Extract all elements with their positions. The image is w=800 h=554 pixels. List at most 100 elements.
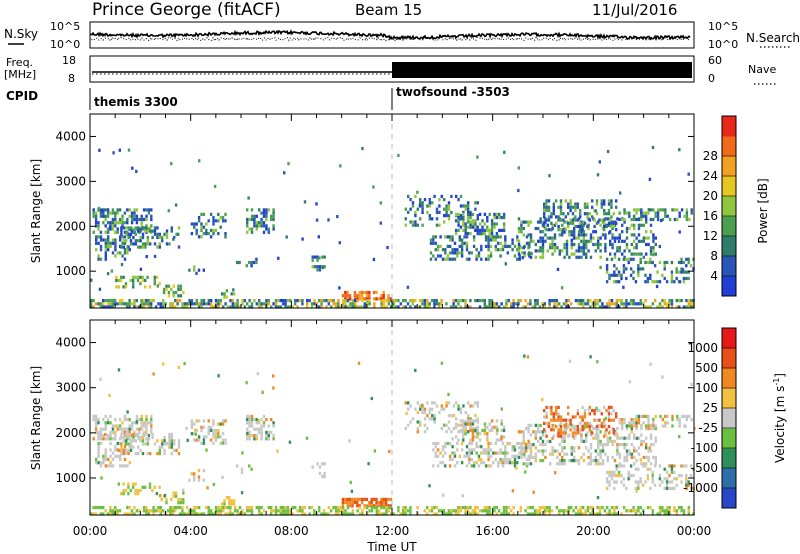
velocity-echo-cell bbox=[642, 414, 645, 418]
velocity-echo-cell bbox=[111, 437, 115, 441]
power-echo-cell bbox=[337, 302, 340, 306]
power-echo-cell bbox=[639, 302, 642, 306]
power-echo-cell bbox=[665, 280, 669, 284]
velocity-echo-cell bbox=[616, 433, 619, 437]
velocity-echo-cell bbox=[186, 506, 189, 510]
velocity-echo-cell bbox=[229, 512, 232, 516]
velocity-echo-cell bbox=[676, 414, 679, 418]
power-echo-cell bbox=[210, 299, 213, 303]
velocity-echo-cell bbox=[260, 512, 263, 516]
power-echo-cell bbox=[625, 305, 628, 309]
velocity-echo-cell bbox=[109, 434, 112, 438]
velocity-echo-cell bbox=[678, 506, 681, 510]
power-echo-cell bbox=[550, 299, 554, 303]
velocity-echo-cell bbox=[520, 455, 523, 459]
velocity-echo-cell bbox=[407, 423, 410, 427]
velocity-echo-cell bbox=[630, 509, 633, 513]
velocity-echo-cell bbox=[435, 506, 438, 510]
power-echo-cell bbox=[265, 214, 268, 218]
velocity-echo-cell bbox=[487, 451, 490, 455]
velocity-echo-cell bbox=[238, 506, 242, 510]
power-echo-cell bbox=[637, 208, 641, 212]
power-echo-cell bbox=[179, 284, 183, 288]
velocity-echo-cell bbox=[581, 425, 584, 429]
power-echo-cell bbox=[547, 208, 551, 213]
nave-tick-top: 60 bbox=[708, 54, 722, 67]
power-echo-cell bbox=[120, 263, 124, 267]
power-echo-cell bbox=[172, 284, 175, 288]
velocity-echo-cell bbox=[102, 457, 105, 462]
velocity-echo-cell bbox=[118, 437, 122, 441]
velocity-echo-cell bbox=[595, 425, 599, 429]
velocity-echo-cell bbox=[615, 431, 618, 435]
velocity-echo-cell bbox=[375, 512, 378, 516]
power-echo-cell bbox=[97, 227, 100, 231]
power-echo-cell bbox=[603, 212, 606, 216]
power-echo-cell bbox=[448, 257, 452, 261]
velocity-echo-cell bbox=[618, 452, 621, 456]
velocity-echo-cell bbox=[532, 443, 535, 447]
velocity-echo-cell bbox=[145, 414, 148, 418]
power-echo-cell bbox=[527, 223, 530, 227]
velocity-echo-cell bbox=[670, 464, 674, 468]
velocity-echo-cell bbox=[623, 455, 626, 459]
power-echo-cell bbox=[270, 305, 273, 309]
power-echo-cell bbox=[472, 244, 476, 248]
power-echo-cell bbox=[649, 230, 653, 234]
velocity-echo-cell bbox=[630, 430, 633, 434]
power-echo-cell bbox=[106, 299, 110, 303]
velocity-echo-cell bbox=[258, 427, 261, 431]
power-echo-cell bbox=[248, 260, 251, 265]
power-echo-cell bbox=[150, 217, 153, 222]
velocity-echo-cell bbox=[97, 451, 100, 455]
velocity-echo-cell bbox=[603, 509, 606, 513]
velocity-echo-cell bbox=[140, 414, 143, 418]
power-echo-cell bbox=[550, 212, 553, 216]
power-echo-cell bbox=[112, 151, 115, 155]
power-echo-cell bbox=[581, 224, 584, 229]
velocity-echo-cell bbox=[552, 418, 555, 422]
power-echo-cell bbox=[132, 285, 135, 289]
power-echo-cell bbox=[132, 275, 135, 279]
power-echo-cell bbox=[379, 221, 382, 225]
velocity-echo-cell bbox=[267, 430, 270, 434]
velocity-echo-cell bbox=[589, 512, 592, 516]
power-echo-cell bbox=[161, 239, 164, 243]
velocity-echo-cell bbox=[541, 459, 545, 463]
power-echo-cell bbox=[334, 305, 338, 309]
velocity-echo-cell bbox=[464, 410, 467, 415]
velocity-echo-cell bbox=[541, 398, 544, 402]
power-echo-cell bbox=[450, 305, 453, 309]
velocity-echo-cell bbox=[454, 512, 458, 516]
velocity-echo-cell bbox=[680, 474, 683, 478]
velocity-echo-cell bbox=[574, 434, 577, 438]
power-echo-cell bbox=[419, 198, 422, 202]
velocity-echo-cell bbox=[613, 459, 617, 463]
power-echo-cell bbox=[576, 202, 579, 206]
velocity-echo-cell bbox=[541, 430, 545, 434]
velocity-echo-cell bbox=[527, 443, 530, 447]
velocity-echo-cell bbox=[538, 506, 542, 510]
power-echo-cell bbox=[527, 246, 530, 250]
velocity-echo-cell bbox=[353, 501, 357, 505]
velocity-echo-cell bbox=[561, 462, 564, 466]
velocity-echo-cell bbox=[666, 421, 669, 425]
power-echo-cell bbox=[141, 275, 144, 279]
power-echo-cell bbox=[583, 205, 587, 209]
velocity-echo-cell bbox=[484, 451, 488, 455]
power-echo-cell bbox=[516, 238, 519, 242]
power-echo-cell bbox=[311, 258, 314, 262]
power-echo-cell bbox=[270, 217, 273, 222]
power-echo-cell bbox=[133, 302, 136, 306]
power-echo-cell bbox=[262, 302, 266, 306]
power-echo-cell bbox=[258, 221, 261, 225]
power-echo-cell bbox=[645, 252, 648, 256]
power-echo-cell bbox=[658, 244, 661, 249]
power-echo-cell bbox=[601, 302, 604, 306]
power-echo-cell bbox=[219, 225, 222, 229]
power-echo-cell bbox=[97, 257, 100, 261]
velocity-echo-cell bbox=[601, 459, 605, 463]
power-echo-cell bbox=[406, 285, 410, 289]
velocity-echo-cell bbox=[116, 512, 119, 516]
